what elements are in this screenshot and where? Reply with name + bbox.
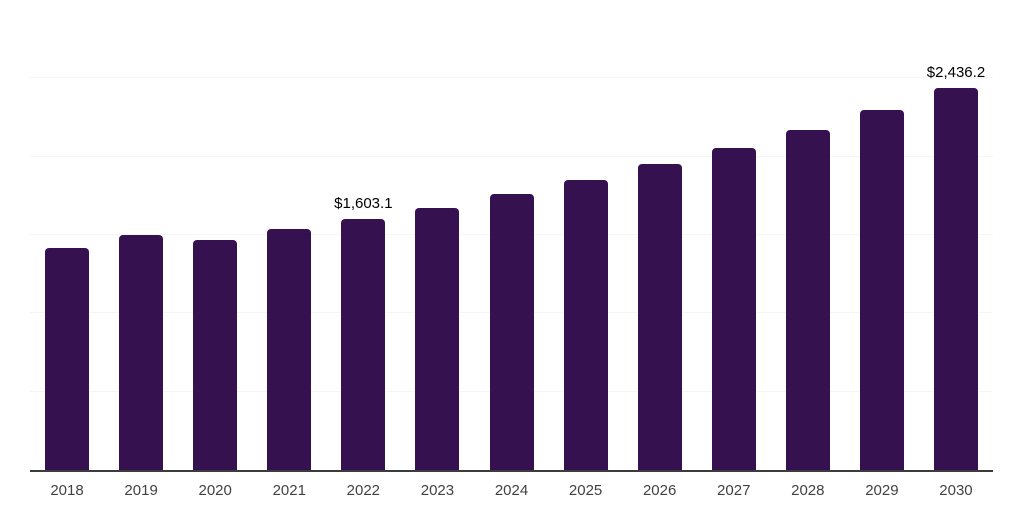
x-tick-2019: 2019 xyxy=(124,482,158,499)
bar-slot-2025 xyxy=(549,0,623,470)
x-tick-2023: 2023 xyxy=(420,482,455,499)
bar-2019[interactable] xyxy=(119,234,164,470)
x-tick-2029: 2029 xyxy=(865,482,899,499)
bar-slot-2029 xyxy=(845,0,919,470)
bar-2028[interactable] xyxy=(785,129,830,470)
bar-slot-2022: $1,603.1 xyxy=(326,0,400,470)
x-tick-2025: 2025 xyxy=(568,482,603,499)
bar-slot-2021 xyxy=(252,0,326,470)
bar-slot-2023 xyxy=(400,0,474,470)
x-tick-2026: 2026 xyxy=(642,482,677,499)
x-tick-2022: 2022 xyxy=(346,482,381,499)
x-tick-2020: 2020 xyxy=(198,482,232,499)
bar-2027[interactable] xyxy=(711,148,756,470)
bar-slot-2019 xyxy=(104,0,178,470)
data-label-2022: $1,603.1 xyxy=(334,194,393,212)
bars-container: $1,603.1 $2,436.2 xyxy=(30,0,993,470)
bar-2025[interactable] xyxy=(563,179,608,470)
gridline-2500 xyxy=(30,77,993,79)
bar-2029[interactable] xyxy=(859,110,904,470)
x-tick-2030: 2030 xyxy=(939,482,973,499)
bar-2022[interactable] xyxy=(341,218,386,470)
x-tick-2024: 2024 xyxy=(494,482,529,499)
bar-2021[interactable] xyxy=(267,229,312,470)
bar-2026[interactable] xyxy=(637,164,682,470)
x-tick-2028: 2028 xyxy=(791,482,825,499)
x-tick-2018: 2018 xyxy=(50,482,84,499)
bar-2030[interactable] xyxy=(933,88,978,470)
plot-area: $1,603.1 $2,436.2 xyxy=(30,0,993,472)
x-tick-2027: 2027 xyxy=(717,482,751,499)
bar-slot-2020 xyxy=(178,0,252,470)
bar-slot-2024 xyxy=(474,0,548,470)
bar-slot-2018 xyxy=(30,0,104,470)
bar-2024[interactable] xyxy=(489,194,534,470)
x-axis-labels: 2018 2019 2020 2021 2022 2023 2024 2025 2026 2027… xyxy=(30,481,993,501)
bar-slot-2027 xyxy=(697,0,771,470)
bar-slot-2028 xyxy=(771,0,845,470)
bar-2018[interactable] xyxy=(45,248,90,470)
gridline-2000 xyxy=(30,155,993,157)
bar-2020[interactable] xyxy=(193,240,238,470)
data-label-2030: $2,436.2 xyxy=(926,64,986,82)
bar-slot-2026 xyxy=(623,0,697,470)
x-tick-2021: 2021 xyxy=(272,482,306,499)
bar-2023[interactable] xyxy=(415,208,460,470)
bar-slot-2030: $2,436.2 xyxy=(919,0,993,470)
